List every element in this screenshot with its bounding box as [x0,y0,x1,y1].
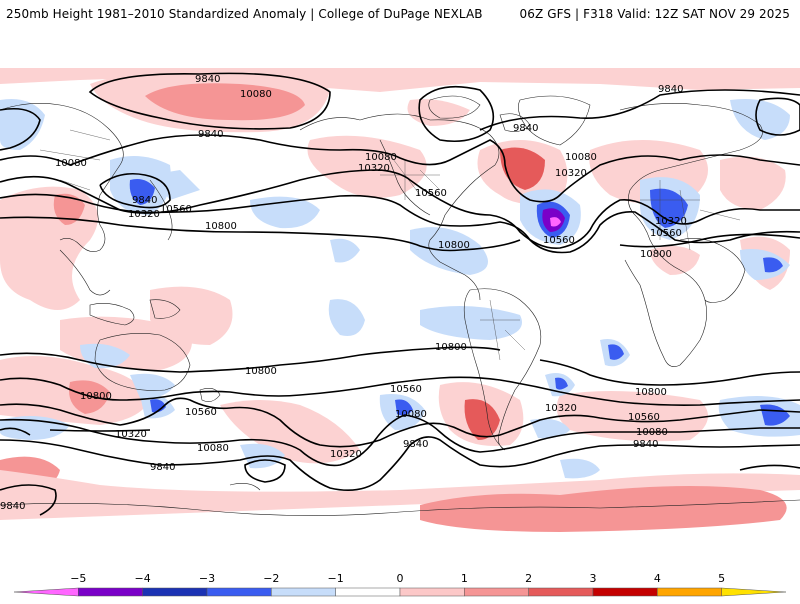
header-bar: 250mb Height 1981–2010 Standardized Anom… [0,0,800,38]
contour-label: 10080 [565,152,597,163]
colorbar-tick-label: −4 [135,572,151,585]
colorbar-cell [271,587,336,597]
colorbar-cell [78,587,143,597]
contour-label: 10560 [415,188,447,199]
colorbar: −5 −4 −3 −2 −1 0 1 2 3 4 5 [13,572,787,597]
contour-label: 10800 [80,391,112,402]
colorbar-tick-label: 1 [461,572,468,585]
colorbar-cell [13,587,79,597]
contour-label: 10560 [543,235,575,246]
map-canvas[interactable]: 9840 10080 9840 9840 10080 9840 10080 10… [0,40,800,553]
contour-label: 10320 [115,429,147,440]
map-title: 250mb Height 1981–2010 Standardized Anom… [6,7,483,21]
contour-label: 10560 [628,412,660,423]
contour-label: 10320 [128,209,160,220]
contour-label: 10080 [365,152,397,163]
colorbar-cell [464,587,529,597]
colorbar-tick-label: −5 [70,572,86,585]
colorbar-cell [206,587,272,597]
contour-label: 10080 [395,409,427,420]
colorbar-tick-label: −2 [263,572,279,585]
colorbar-ticks: −5 −4 −3 −2 −1 0 1 2 3 4 5 [70,572,725,585]
colorbar-tick-label: −3 [199,572,215,585]
colorbar-cell [528,587,594,597]
alaska-pos-anomaly [145,83,305,121]
contour-label: 10080 [55,158,87,169]
contour-label: 10080 [197,443,229,454]
contour-label: 10800 [245,366,277,377]
europe-neg-anomaly [650,188,688,228]
contour-label: 10080 [240,89,272,100]
coastlines [0,95,800,516]
contour-label: 9840 [198,129,223,140]
contour-label: 10320 [330,449,362,460]
colorbar-tick-label: 4 [654,572,661,585]
newfoundland-pos-anomaly [500,147,545,190]
contour-label: 10800 [640,249,672,260]
antarctic-pos-anomaly [420,486,787,532]
colorbar-cells [13,587,787,597]
colorbar-cell [657,587,722,597]
contour-label: 9840 [132,195,157,206]
colorbar-legend: −5 −4 −3 −2 −1 0 1 2 3 4 5 [0,562,800,600]
contour-label: 10560 [185,407,217,418]
colorbar-cell [721,587,787,597]
contour-label: 10560 [390,384,422,395]
contour-label: 9840 [195,74,220,85]
colorbar-cell [399,587,465,597]
colorbar-cell [592,587,658,597]
contour-label: 10560 [160,204,192,215]
colorbar-tick-label: 3 [590,572,597,585]
contour-label: 10800 [205,221,237,232]
contour-label: 10320 [545,403,577,414]
contour-label: 10320 [555,168,587,179]
map-panel[interactable]: 9840 10080 9840 9840 10080 9840 10080 10… [0,40,800,553]
contour-label: 10560 [650,228,682,239]
contour-label: 10800 [435,342,467,353]
colorbar-tick-label: 5 [718,572,725,585]
contour-label: 10320 [358,163,390,174]
patagonia-pos-anomaly [464,399,500,440]
contour-label: 10320 [655,216,687,227]
contour-label: 10800 [635,387,667,398]
colorbar-tick-label: 0 [397,572,404,585]
map-background [0,40,800,553]
contour-label: 9840 [150,462,175,473]
contour-label: 9840 [403,439,428,450]
political-borders [39,129,741,361]
contour-label: 10800 [438,240,470,251]
contour-label: 9840 [658,84,683,95]
height-contours [0,72,800,516]
contour-label: 9840 [633,439,658,450]
contour-label: 9840 [513,123,538,134]
colorbar-tick-label: −1 [328,572,344,585]
contour-labels: 9840 10080 9840 9840 10080 9840 10080 10… [0,74,687,512]
run-info: 06Z GFS | F318 Valid: 12Z SAT NOV 29 202… [519,7,790,21]
contour-label: 9840 [0,501,25,512]
colorbar-cell [335,587,401,597]
colorbar-tick-label: 2 [525,572,532,585]
colorbar-cell [142,587,208,597]
kamchatka-neg-anomaly [129,179,155,205]
contour-label: 10080 [636,427,668,438]
